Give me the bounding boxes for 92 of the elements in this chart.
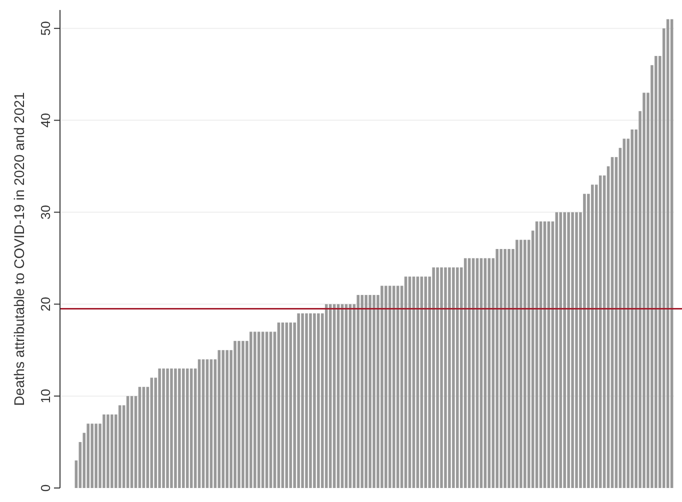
bar: [86, 424, 90, 488]
bar: [142, 386, 146, 488]
bar: [444, 267, 447, 488]
bar: [198, 359, 201, 488]
bar: [432, 267, 435, 488]
bar: [368, 294, 372, 488]
bar: [285, 322, 288, 488]
bar: [642, 92, 646, 488]
y-tick-label: 40: [38, 113, 53, 128]
bar: [436, 267, 439, 488]
bar: [150, 378, 154, 488]
bar: [380, 286, 384, 488]
bar: [206, 359, 209, 488]
bar: [174, 368, 177, 488]
y-tick-label: 20: [38, 296, 53, 312]
bar: [250, 332, 252, 488]
bar: [126, 396, 130, 488]
bar: [360, 294, 364, 488]
bar: [496, 249, 498, 488]
bar: [424, 276, 428, 488]
bar: [448, 267, 451, 488]
bar: [388, 286, 392, 488]
bar: [504, 249, 506, 488]
bar: [234, 340, 236, 488]
bar: [202, 359, 205, 488]
bar: [440, 267, 443, 488]
bar: [210, 359, 213, 488]
bar: [666, 19, 670, 488]
bar: [238, 340, 240, 488]
bar: [94, 424, 98, 488]
bar: [118, 405, 122, 488]
bar: [130, 396, 134, 488]
bar: [516, 240, 518, 488]
y-tick-label: 10: [38, 388, 53, 404]
bar: [575, 212, 578, 488]
bar: [313, 313, 316, 488]
bar: [138, 386, 142, 488]
bar: [301, 313, 304, 488]
bar: [372, 294, 376, 488]
bar: [356, 294, 360, 488]
bar: [226, 350, 228, 488]
bar: [277, 322, 280, 488]
bar: [242, 340, 244, 488]
bar: [170, 368, 173, 488]
bar: [265, 332, 268, 488]
bar: [364, 294, 368, 488]
bar: [452, 267, 455, 488]
bar: [158, 368, 161, 488]
bar: [253, 332, 256, 488]
bar: [186, 368, 189, 488]
bar: [182, 368, 185, 488]
bar: [508, 249, 510, 488]
bar: [456, 267, 459, 488]
bar: [524, 240, 526, 488]
bar: [222, 350, 224, 488]
bar: [190, 368, 193, 488]
bar: [269, 332, 272, 488]
bar: [90, 424, 94, 488]
bar: [317, 313, 320, 488]
bar: [257, 332, 260, 488]
y-axis-title: Deaths attributable to COVID-19 in 2020 and 2021: [11, 92, 27, 406]
bar: [166, 368, 169, 488]
bar: [563, 212, 566, 488]
bar: [591, 184, 594, 488]
y-tick-label: 30: [38, 204, 53, 220]
bar: [559, 212, 562, 488]
bar: [654, 56, 658, 488]
bar: [622, 138, 626, 488]
bar: [261, 332, 264, 488]
bar: [567, 212, 570, 488]
y-tick-label: 0: [38, 484, 53, 492]
bar: [520, 240, 522, 488]
bar: [162, 368, 165, 488]
bar: [583, 194, 586, 488]
bar: [309, 313, 312, 488]
bar: [178, 368, 181, 488]
bar: [110, 414, 114, 488]
bar: [630, 130, 634, 488]
bar: [281, 322, 284, 488]
bar: [297, 313, 300, 488]
y-tick-label: 50: [38, 21, 53, 36]
bar: [102, 414, 106, 488]
bar: [610, 157, 614, 488]
bar: [106, 414, 110, 488]
bar: [571, 212, 574, 488]
bar: [670, 19, 674, 488]
bar: [555, 212, 558, 488]
bar: [289, 322, 292, 488]
bar: [305, 313, 308, 488]
bar: [500, 249, 502, 488]
bar: [218, 350, 221, 488]
bar: [384, 286, 388, 488]
